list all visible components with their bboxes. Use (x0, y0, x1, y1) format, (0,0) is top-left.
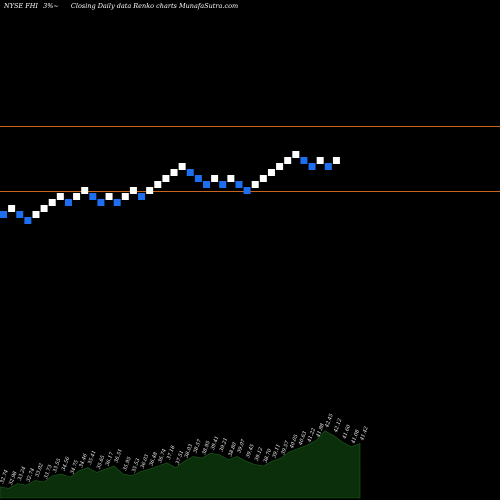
price-label: 33.55 (52, 458, 63, 474)
renko-brick-down (89, 193, 97, 200)
price-label: 35.53 (131, 458, 142, 474)
price-label: 37.18 (166, 445, 177, 461)
price-label: 38.03 (184, 443, 195, 459)
price-label: 36.03 (140, 454, 151, 470)
price-label: 35.41 (87, 450, 98, 466)
price-label: 39.11 (271, 443, 282, 459)
renko-brick-down (113, 199, 121, 206)
renko-brick-up (178, 163, 186, 170)
price-label: 39.45 (245, 443, 256, 459)
chart-caption: Closing Daily data Renko charts MunafaSu… (71, 2, 238, 10)
price-label: 38.57 (192, 438, 203, 454)
renko-brick-up (73, 193, 81, 200)
price-label: 36.51 (113, 448, 124, 464)
change-percent: 3% (43, 2, 53, 10)
renko-brick-up (332, 157, 340, 164)
renko-brick-up (162, 175, 170, 182)
renko-brick-down (300, 157, 308, 164)
price-label: 37.51 (175, 450, 186, 466)
renko-brick-up (48, 199, 56, 206)
renko-brick-up (259, 175, 267, 182)
renko-brick-down (235, 181, 243, 188)
price-label: 32.98 (8, 471, 19, 487)
renko-bricks (0, 151, 340, 224)
renko-brick-up (170, 169, 178, 176)
renko-brick-up (211, 175, 219, 182)
price-label: 39.21 (219, 437, 230, 453)
price-label: 41.22 (306, 427, 317, 443)
renko-brick-down (24, 217, 32, 224)
price-label: 42.12 (333, 418, 344, 434)
renko-brick-down (64, 199, 72, 206)
volume-panel: 32.7432.9833.2432.7433.0233.7333.5534.56… (0, 413, 370, 499)
renko-brick-up (154, 181, 162, 188)
renko-brick-up (129, 187, 137, 194)
price-label: 33.73 (43, 464, 54, 480)
renko-brick-up (267, 169, 275, 176)
price-label: 35.65 (96, 455, 107, 471)
price-label: 35.95 (122, 456, 133, 472)
renko-brick-down (186, 169, 194, 176)
change-glyph: ~ (53, 2, 58, 10)
renko-brick-up (227, 175, 235, 182)
price-label: 40.05 (289, 434, 300, 450)
price-label: 39.07 (236, 438, 247, 454)
price-label: 40.63 (297, 431, 308, 447)
symbol-label: NYSE FHI (3, 2, 38, 10)
renko-brick-down (138, 193, 146, 200)
renko-brick-down (0, 211, 7, 218)
price-label: 41.60 (341, 423, 352, 440)
renko-brick-up (251, 181, 259, 188)
price-label: 42.45 (324, 413, 335, 429)
price-label: 34.75 (69, 459, 80, 475)
renko-brick-up (316, 157, 324, 164)
chart-title: NYSE FHI 3%~ Closing Daily data Renko ch… (3, 2, 238, 10)
price-label: 38.80 (228, 441, 239, 457)
price-label: 33.24 (17, 466, 28, 482)
price-label: 33.02 (34, 463, 45, 479)
price-label: 38.95 (201, 440, 212, 456)
renko-brick-up (8, 205, 16, 212)
price-label: 36.48 (149, 451, 160, 467)
price-label: 36.74 (157, 448, 168, 464)
renko-brick-down (97, 199, 105, 206)
price-label: 39.12 (254, 447, 265, 463)
renko-brick-down (308, 163, 316, 170)
price-label: 39.41 (210, 435, 221, 451)
renko-brick-down (243, 187, 251, 194)
renko-brick-up (56, 193, 64, 200)
renko-brick-up (276, 163, 284, 170)
price-label: 34.56 (61, 455, 72, 471)
price-label: 41.08 (350, 429, 361, 445)
price-label: 38.70 (263, 447, 274, 463)
renko-brick-up (105, 193, 113, 200)
renko-brick-up (284, 157, 292, 164)
renko-brick-down (324, 163, 332, 170)
price-label: 36.17 (105, 451, 116, 467)
price-label: 41.42 (359, 426, 370, 442)
renko-brick-up (146, 187, 154, 194)
price-label: 39.57 (280, 439, 291, 455)
renko-brick-up (40, 205, 48, 212)
price-label: 32.74 (26, 467, 37, 483)
renko-brick-up (292, 151, 300, 158)
price-label: 32.74 (0, 469, 10, 485)
price-label: 41.88 (315, 423, 326, 439)
renko-brick-down (219, 181, 227, 188)
price-label: 34.46 (78, 452, 89, 468)
volume-area (0, 430, 361, 499)
renko-brick-up (81, 187, 89, 194)
renko-brick-down (203, 181, 210, 188)
renko-brick-up (121, 193, 129, 200)
renko-brick-up (32, 211, 40, 218)
renko-brick-down (16, 211, 24, 218)
renko-brick-down (194, 175, 202, 182)
